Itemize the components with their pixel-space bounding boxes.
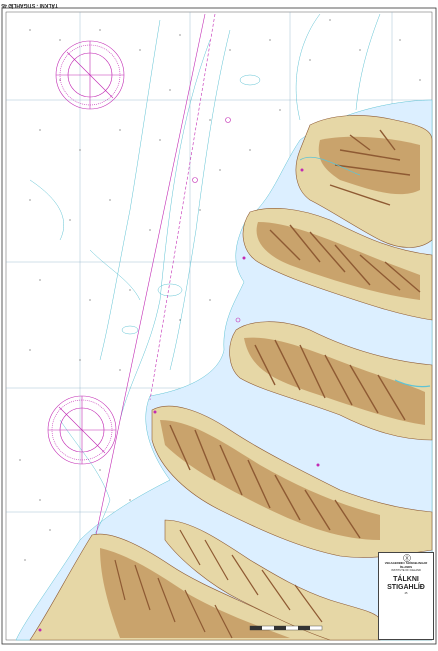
- land-central-peninsula: [229, 321, 433, 441]
- land-southeast-block: [164, 519, 381, 641]
- chart-title-block: VEGAGERÐIN / SJÓMÆLINGAR ÍSLANDS INSTITU…: [378, 552, 434, 640]
- chart-title-line-1: TÁLKNI: [393, 575, 419, 583]
- compass-rose-north: [55, 40, 125, 110]
- institute-name: VEGAGERÐIN / SJÓMÆLINGAR ÍSLANDS: [384, 561, 428, 569]
- chart-number: 45: [404, 591, 408, 595]
- scale-bar: [249, 625, 323, 631]
- land-south-peninsula: [151, 405, 433, 558]
- institute-logo-icon: [403, 554, 411, 562]
- land-middle-peninsula: [242, 208, 433, 321]
- compass-rose-south: [47, 395, 117, 465]
- chart-header-title: TÁLKNI - STIGAHLÍÐ 45: [1, 2, 58, 8]
- institute-name-en: INSTITUTE OF ICELAND: [391, 569, 421, 573]
- traffic-route-lines: [94, 13, 216, 541]
- chart-title-line-2: STIGAHLÍÐ: [387, 583, 425, 591]
- lights: [38, 168, 320, 632]
- land-north-peninsula: [295, 115, 433, 248]
- soundings: [19, 19, 421, 561]
